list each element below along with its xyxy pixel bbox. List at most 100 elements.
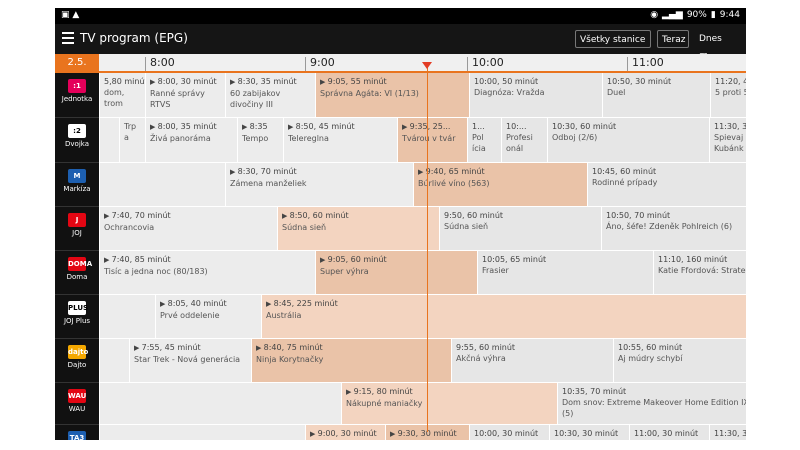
- program-cell[interactable]: 10:00, 50 minút Diagnóza: Vražda: [469, 73, 602, 118]
- program-cell[interactable]: [99, 425, 305, 440]
- program-cell[interactable]: 9:00, 30 minútSprávy: [305, 425, 385, 440]
- program-cell[interactable]: 11:10, 160 minút Katie Ffordová: Strate: [653, 251, 746, 295]
- program-cell[interactable]: 11:30, 313. kom: [709, 425, 746, 440]
- hamburger-menu-icon[interactable]: [62, 32, 74, 44]
- today-label: Dnes: [699, 34, 722, 44]
- status-right: ◉ ▂▄▆ 90% ▮ 9:44: [650, 10, 740, 20]
- channel-logo-icon: dajto: [68, 345, 88, 359]
- program-cell[interactable]: 5,80 minút dom, trom: [99, 73, 145, 118]
- program-time: 10:30, 60 minút: [552, 122, 617, 131]
- program-cell[interactable]: 9:55, 60 minút Akčná výhra: [451, 339, 613, 383]
- program-cell[interactable]: 10:30, 30 minútSprávy: [549, 425, 629, 440]
- program-cell[interactable]: 11:20, 40 minút 5 proti 5: [710, 73, 746, 118]
- program-cell[interactable]: 10:30, 60 minút Odboj (2/6): [547, 118, 709, 163]
- program-time: 7:40, 70 minút: [104, 210, 273, 222]
- app-title: TV program (EPG): [80, 31, 188, 45]
- program-time: 11:00, 30 minút: [634, 429, 699, 438]
- program-time: 8:00, 30 minút: [150, 76, 221, 88]
- program-cell[interactable]: [99, 163, 225, 207]
- program-cell[interactable]: 10:50, 70 minút Áno, šéfe! Zdeněk Pohlrei…: [601, 207, 746, 251]
- program-time: 9:55, 60 minút: [456, 343, 516, 352]
- program-title: Nákupné maniačky: [346, 399, 423, 408]
- channel-name: JOJ Plus: [63, 317, 91, 325]
- program-title: Ranné správy RTVS: [150, 89, 205, 109]
- program-cell[interactable]: 9:35, 25...Tvárou v tvár: [397, 118, 467, 163]
- program-title: Pol ícia: [472, 133, 486, 153]
- program-cell[interactable]: [99, 295, 155, 339]
- program-time: 8:00, 35 minút: [150, 121, 233, 133]
- program-time: 10:45, 60 minút: [592, 167, 657, 176]
- program-cell[interactable]: 10:45, 60 minút Rodinné prípady: [587, 163, 746, 207]
- channel-name: Jednotka: [61, 95, 93, 103]
- program-cell[interactable]: 10:... Profesi onál: [501, 118, 547, 163]
- time-tick: 11:00: [627, 57, 664, 71]
- program-cell[interactable]: [99, 118, 119, 163]
- program-time: 10:50, 70 minút: [606, 211, 671, 220]
- program-cell[interactable]: Trp a: [119, 118, 145, 163]
- program-cell[interactable]: 10:55, 60 minút Aj múdry schybí: [613, 339, 746, 383]
- program-time: 11:30, 3: [714, 122, 746, 131]
- date-label: 2.5.: [55, 54, 99, 71]
- program-title: Duel: [607, 88, 626, 97]
- today-button[interactable]: Dnes ▦: [695, 30, 737, 62]
- channel-6[interactable]: PLUS JOJ Plus: [55, 295, 99, 339]
- program-title: Zámena manželiek: [230, 179, 307, 188]
- program-cell[interactable]: 11:00, 30 minútSprávy: [629, 425, 709, 440]
- channel-2[interactable]: :2 Dvojka: [55, 118, 99, 163]
- program-cell[interactable]: 10:50, 30 minút Duel: [602, 73, 710, 118]
- program-time: 8:30, 35 minút: [230, 76, 311, 88]
- channel-1[interactable]: :1 Jednotka: [55, 73, 99, 118]
- channel-logo-icon: TA3: [68, 431, 86, 440]
- channel-name: WAU: [68, 405, 86, 413]
- program-cell[interactable]: 10:35, 70 minút Dom snov: Extreme Makeove…: [557, 383, 746, 425]
- program-time: 9:35, 25...: [402, 121, 463, 133]
- program-time: 9:05, 55 minút: [320, 76, 465, 88]
- channel-4[interactable]: J JOJ: [55, 207, 99, 251]
- program-cell[interactable]: 9:30, 30 minútŠport+: [385, 425, 469, 440]
- program-title: Star Trek - Nová generácia: [134, 355, 241, 364]
- program-cell[interactable]: 9:50, 60 minút Súdna sieň: [439, 207, 601, 251]
- channel-9[interactable]: TA3TA3: [55, 425, 99, 440]
- station-filter-select[interactable]: Všetky stanice ⌄: [575, 30, 651, 63]
- wifi-icon: ◉: [650, 10, 659, 20]
- channel-7[interactable]: dajto Dajto: [55, 339, 99, 383]
- program-time: 10:00, 30 minút: [474, 429, 539, 438]
- channel-logo-icon: DOMA: [68, 257, 92, 271]
- now-button[interactable]: Teraz: [657, 30, 689, 48]
- program-cell[interactable]: 10:00, 30 minútSprávy: [469, 425, 549, 440]
- program-cell[interactable]: 11:30, 3 Spievaj Kubánk: [709, 118, 746, 163]
- channel-3[interactable]: M Markíza: [55, 163, 99, 207]
- program-title: Správy: [554, 439, 625, 440]
- program-cell[interactable]: [99, 383, 341, 425]
- program-title: Telereglna: [288, 134, 329, 143]
- program-cell[interactable]: [99, 339, 129, 383]
- program-title: 13. kom: [714, 439, 746, 440]
- program-title: Ochrancovia: [104, 223, 155, 232]
- channel-5[interactable]: DOMA Doma: [55, 251, 99, 295]
- program-time: 11:30, 3: [714, 429, 746, 438]
- program-cell[interactable]: 1... Pol ícia: [467, 118, 501, 163]
- app-bar: TV program (EPG) Všetky stanice ⌄ Teraz …: [55, 24, 746, 63]
- program-time: 9:30, 30 minút: [390, 428, 465, 440]
- timeline-header[interactable]: 2.5. 8:00 9:00 10:00 11:00: [55, 54, 746, 73]
- program-cell[interactable]: 10:05, 65 minút Frasier: [477, 251, 653, 295]
- channel-8[interactable]: WAU WAU: [55, 383, 99, 425]
